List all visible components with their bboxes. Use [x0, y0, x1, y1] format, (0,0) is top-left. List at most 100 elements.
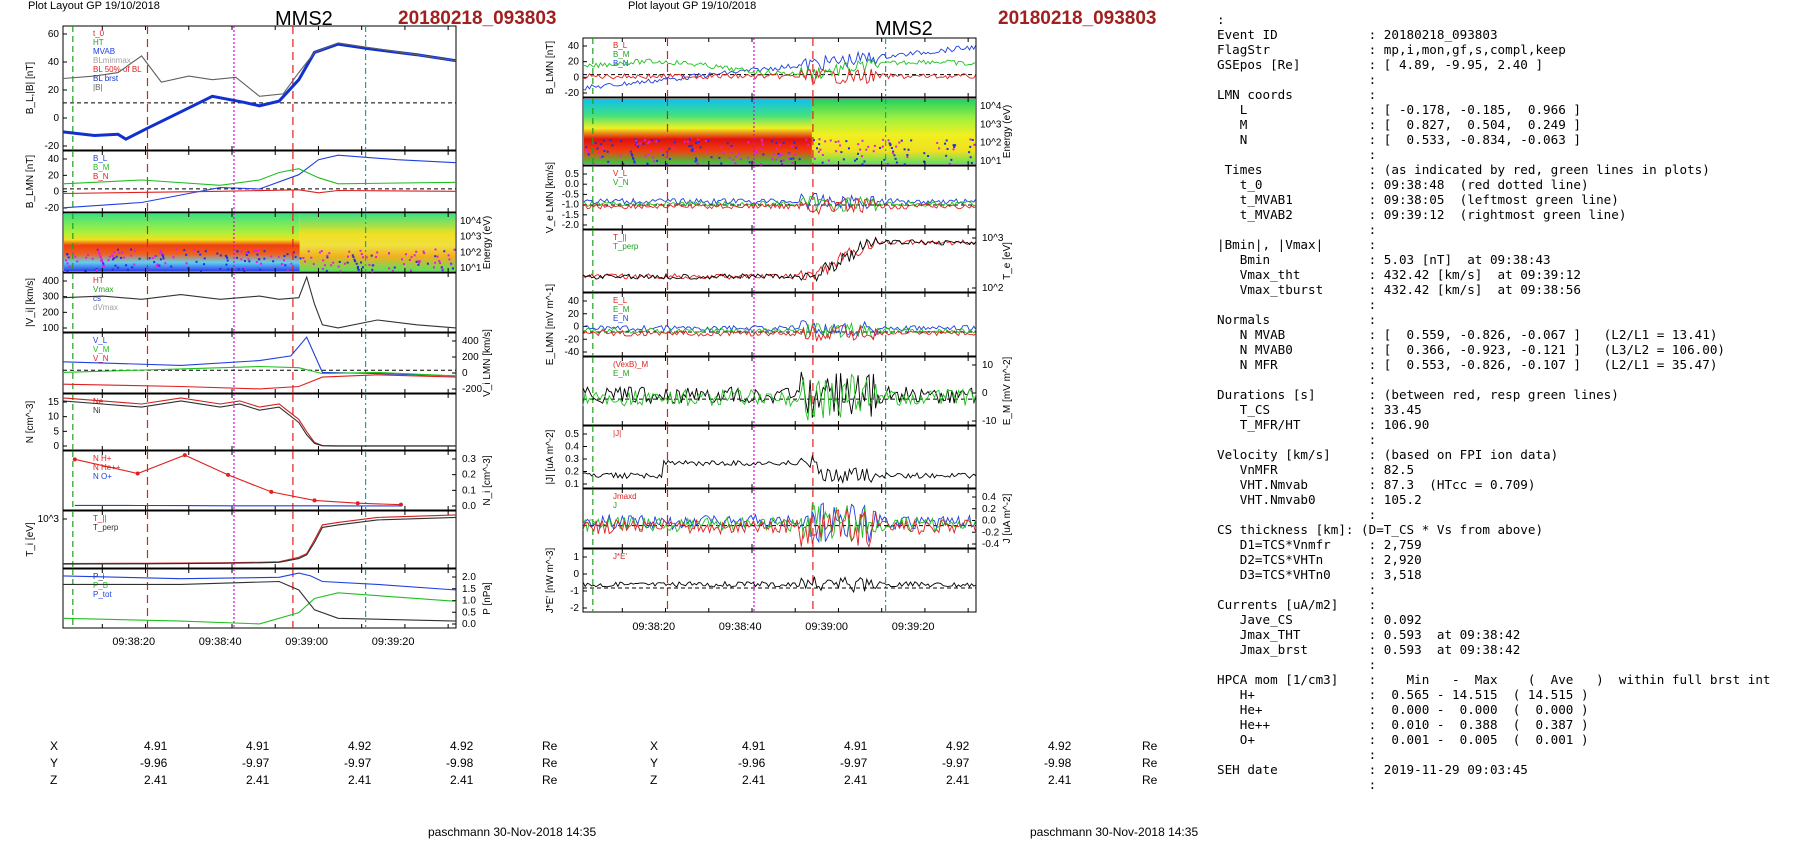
spectrogram-pixel	[607, 160, 610, 163]
spectrogram-pixel	[655, 140, 658, 143]
legend-entry: HT	[93, 38, 104, 47]
spectrogram-pixel	[647, 142, 650, 145]
info-line: Times : (as indicated by red, green line…	[1217, 162, 1710, 177]
spectrogram-pixel	[861, 163, 864, 166]
spectrogram-pixel	[236, 250, 239, 253]
y-axis-label: |V_i| [km/s]	[25, 278, 36, 327]
spectrogram-pixel	[187, 266, 190, 269]
spectrogram-pixel	[197, 250, 200, 253]
spectrogram-pixel	[632, 157, 635, 160]
info-line: :	[1217, 372, 1377, 387]
spectrogram-pixel	[318, 251, 321, 254]
series-line	[62, 514, 457, 565]
spectrogram-pixel	[730, 144, 733, 147]
series-line	[582, 57, 977, 80]
series-line	[582, 508, 977, 549]
pos-x-1: 4.91	[246, 739, 270, 753]
mid-pos-z-2: 2.41	[946, 773, 970, 787]
spectrogram-pixel	[855, 158, 858, 161]
legend-entry: |B|	[93, 83, 103, 92]
spectrogram-pixel	[720, 146, 723, 149]
legend-entry: Ne	[93, 397, 104, 406]
spectrogram-pixel	[290, 262, 293, 265]
spectrogram-pixel	[159, 249, 162, 252]
panel-frame	[582, 165, 977, 230]
spectrogram-pixel	[609, 138, 612, 141]
spectrogram-pixel	[683, 140, 686, 143]
spectrogram-pixel	[227, 268, 230, 271]
spectrogram-pixel	[98, 252, 101, 255]
time-tick-label: 09:39:20	[892, 621, 935, 633]
spectrogram-pixel	[242, 267, 245, 270]
spectrogram-pixel	[153, 261, 156, 264]
y-tick-label: -2	[570, 603, 579, 614]
spectrogram-pixel	[634, 138, 637, 141]
spectrogram-pixel	[312, 263, 315, 266]
y-tick-label: 200	[462, 352, 479, 363]
spectrogram-pixel	[154, 255, 157, 258]
spectrogram-pixel	[891, 151, 894, 154]
spectrogram-pixel	[101, 259, 104, 262]
legend-entry: HT	[93, 276, 104, 285]
spectrogram-pixel	[164, 262, 167, 265]
y-tick-label: 0	[53, 441, 59, 452]
spectrogram-pixel	[895, 145, 898, 148]
panel-frame	[582, 37, 977, 98]
spectrogram-pixel	[375, 256, 378, 259]
y-axis-label: J*E' [nW m^-3]	[545, 548, 556, 614]
spectrogram-pixel	[130, 254, 133, 257]
spectrogram-pixel	[294, 256, 297, 259]
spectrogram-pixel	[691, 147, 694, 150]
spectrogram-pixel	[635, 142, 638, 145]
info-line: Velocity [km/s] : (based on FPI ion data…	[1217, 447, 1559, 462]
spectrogram-pixel	[762, 153, 765, 156]
legend-entry: t_0	[93, 29, 105, 38]
spectrogram-pixel	[183, 249, 186, 252]
spectrogram-pixel	[907, 148, 910, 151]
spectrogram-pixel	[631, 154, 634, 157]
spectrogram-pixel	[451, 267, 454, 270]
spectrogram-pixel	[202, 263, 205, 266]
spectrogram-pixel	[622, 162, 625, 165]
event-info-block: : Event ID : 20180218_093803 FlagStr : mp,…	[1217, 12, 1771, 792]
info-line: Jmax_THT : 0.593 at 09:38:42	[1217, 627, 1521, 642]
mid-footer: paschmann 30-Nov-2018 14:35	[1030, 825, 1199, 839]
y-tick-label: 0.1	[462, 485, 476, 496]
spectrogram-pixel	[323, 264, 326, 267]
spectrogram-pixel	[302, 257, 305, 260]
spectrogram-pixel	[247, 251, 250, 254]
y-tick-label: 0.5	[565, 169, 579, 180]
spectrogram-pixel	[360, 261, 363, 264]
spectrogram-pixel	[598, 152, 601, 155]
spectrogram-pixel	[893, 154, 896, 157]
pos-x-3: 4.92	[450, 739, 474, 753]
spectrogram-pixel	[883, 158, 886, 161]
legend-entry: BL brst	[93, 74, 119, 83]
time-tick-label: 09:39:00	[805, 621, 848, 633]
legend-entry: (VexB)_M	[613, 360, 648, 369]
spectrogram-pixel	[434, 248, 437, 251]
legend-entry: Ni	[93, 406, 101, 415]
spectrogram-pixel	[303, 260, 306, 263]
spectrogram-pixel	[67, 256, 70, 259]
spectrogram-pixel	[790, 157, 793, 160]
spectrogram-pixel	[423, 252, 426, 255]
legend-entry: Vmax	[93, 285, 113, 294]
spectrogram-pixel	[365, 256, 368, 259]
spectrogram-pixel	[738, 152, 741, 155]
panel-frame	[62, 212, 457, 273]
spectrogram-pixel	[368, 263, 371, 266]
spectrogram-pixel	[611, 144, 614, 147]
spectrogram-pixel	[594, 142, 597, 145]
y-tick-label: -20	[45, 141, 60, 152]
series-line	[582, 321, 977, 340]
panel-frame	[582, 292, 977, 357]
spectrogram-pixel	[779, 143, 782, 146]
spectrogram-pixel	[650, 138, 653, 141]
series-line	[62, 189, 457, 195]
spectrogram-pixel	[97, 249, 100, 252]
spectrogram-pixel	[646, 153, 649, 156]
spectrogram-pixel	[404, 253, 407, 256]
y-tick-label: 0.2	[462, 470, 476, 481]
spectrogram-pixel	[722, 151, 725, 154]
